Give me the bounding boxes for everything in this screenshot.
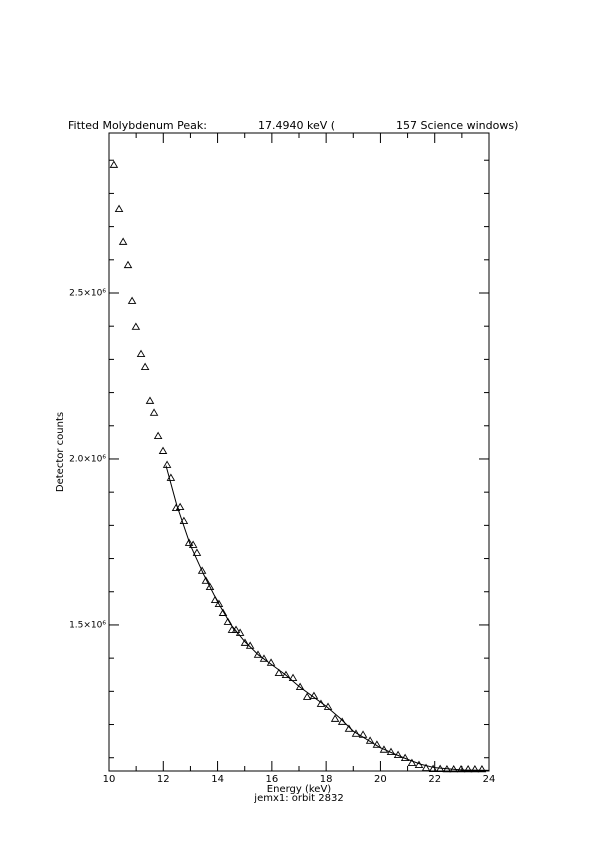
- data-point: [477, 764, 487, 773]
- data-point: [153, 431, 163, 440]
- x-axis-label: Energy (keV): [267, 784, 332, 795]
- data-point: [188, 540, 198, 548]
- data-point: [288, 673, 298, 682]
- data-point: [118, 237, 128, 245]
- data-point: [131, 322, 141, 330]
- data-point: [240, 638, 250, 646]
- x-tick-label: 20: [374, 774, 387, 785]
- data-point: [428, 764, 438, 772]
- x-tick-label: 24: [483, 774, 496, 785]
- data-point: [302, 692, 312, 700]
- data-point: [192, 548, 202, 556]
- data-point: [184, 538, 194, 546]
- subtitle: jemx1: orbit 2832: [253, 793, 343, 804]
- y-tick-label: 2.5×10⁶: [69, 288, 106, 298]
- title-part: Fitted Molybdenum Peak:: [68, 119, 207, 132]
- y-tick-label: 1.5×10⁶: [69, 620, 106, 630]
- data-point: [175, 502, 185, 511]
- data-point: [158, 446, 168, 454]
- x-tick-label: 10: [103, 774, 116, 785]
- data-point: [227, 625, 237, 633]
- data-point: [123, 260, 133, 269]
- title-part: 17.4940 keV (: [258, 119, 335, 132]
- data-point: [253, 650, 263, 658]
- data-point: [358, 730, 368, 738]
- data-point: [218, 608, 228, 616]
- x-tick-label: 16: [265, 774, 278, 785]
- data-point: [214, 599, 224, 607]
- data-point: [316, 699, 326, 707]
- data-point: [149, 408, 159, 416]
- x-tick-label: 22: [428, 774, 441, 785]
- data-point: [145, 396, 155, 404]
- data-point: [463, 764, 473, 773]
- x-tick-label: 18: [320, 774, 333, 785]
- data-point: [114, 204, 124, 212]
- data-point: [127, 296, 137, 304]
- title-part: 157 Science windows): [396, 119, 518, 132]
- data-point: [407, 758, 417, 766]
- data-point: [274, 668, 284, 677]
- fit-line: [165, 465, 490, 771]
- x-tick-label: 14: [211, 774, 224, 785]
- data-point: [109, 160, 119, 168]
- data-point: [201, 576, 211, 584]
- data-point: [295, 682, 305, 690]
- y-tick-label: 2.0×10⁶: [69, 454, 106, 464]
- data-point: [136, 349, 146, 358]
- data-point: [421, 763, 431, 771]
- data-point: [470, 764, 480, 773]
- data-point: [456, 764, 466, 773]
- data-point: [197, 566, 207, 574]
- x-tick-label: 12: [157, 774, 170, 785]
- data-point: [330, 714, 340, 722]
- data-point: [205, 582, 215, 591]
- data-point: [281, 670, 291, 679]
- data-point: [337, 717, 347, 725]
- data-point: [162, 460, 172, 468]
- data-point: [140, 362, 150, 370]
- y-axis-label: Detector counts: [55, 412, 66, 492]
- data-point: [379, 745, 389, 753]
